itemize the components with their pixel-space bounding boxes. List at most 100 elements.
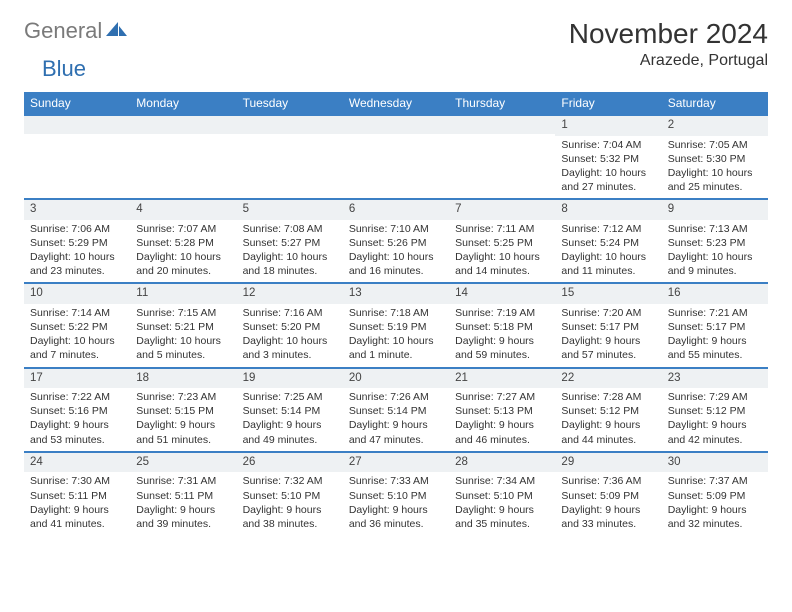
day-info-line: and 33 minutes.	[561, 517, 655, 531]
day-info-line: and 1 minute.	[349, 348, 443, 362]
day-cell	[237, 116, 343, 198]
week-row: 17Sunrise: 7:22 AMSunset: 5:16 PMDayligh…	[24, 367, 768, 451]
day-info-line: and 9 minutes.	[668, 264, 762, 278]
day-info-line: and 47 minutes.	[349, 433, 443, 447]
day-body: Sunrise: 7:34 AMSunset: 5:10 PMDaylight:…	[449, 472, 555, 535]
day-body: Sunrise: 7:30 AMSunset: 5:11 PMDaylight:…	[24, 472, 130, 535]
day-info-line: and 35 minutes.	[455, 517, 549, 531]
day-number: 16	[662, 284, 768, 304]
day-cell: 3Sunrise: 7:06 AMSunset: 5:29 PMDaylight…	[24, 200, 130, 282]
day-body: Sunrise: 7:28 AMSunset: 5:12 PMDaylight:…	[555, 388, 661, 451]
day-info-line: and 36 minutes.	[349, 517, 443, 531]
day-info-line: Daylight: 9 hours	[349, 503, 443, 517]
location-label: Arazede, Portugal	[569, 52, 768, 70]
day-number: 28	[449, 453, 555, 473]
day-info-line: Daylight: 10 hours	[136, 334, 230, 348]
day-info-line: Sunset: 5:10 PM	[243, 489, 337, 503]
day-info-line: Sunrise: 7:20 AM	[561, 306, 655, 320]
day-number	[449, 116, 555, 134]
day-info-line: Sunset: 5:28 PM	[136, 236, 230, 250]
day-body: Sunrise: 7:05 AMSunset: 5:30 PMDaylight:…	[662, 136, 768, 199]
day-info-line: Sunset: 5:22 PM	[30, 320, 124, 334]
logo: General	[24, 18, 130, 44]
day-info-line: and 23 minutes.	[30, 264, 124, 278]
day-info-line: and 59 minutes.	[455, 348, 549, 362]
day-info-line: and 27 minutes.	[561, 180, 655, 194]
day-cell: 29Sunrise: 7:36 AMSunset: 5:09 PMDayligh…	[555, 453, 661, 535]
day-info-line: and 51 minutes.	[136, 433, 230, 447]
day-info-line: Sunrise: 7:30 AM	[30, 474, 124, 488]
day-number: 24	[24, 453, 130, 473]
day-info-line: Sunrise: 7:05 AM	[668, 138, 762, 152]
day-info-line: Sunset: 5:11 PM	[30, 489, 124, 503]
day-info-line: Daylight: 9 hours	[561, 418, 655, 432]
day-info-line: Sunset: 5:19 PM	[349, 320, 443, 334]
day-info-line: and 41 minutes.	[30, 517, 124, 531]
day-info-line: Sunrise: 7:32 AM	[243, 474, 337, 488]
day-cell: 18Sunrise: 7:23 AMSunset: 5:15 PMDayligh…	[130, 369, 236, 451]
week-row: 3Sunrise: 7:06 AMSunset: 5:29 PMDaylight…	[24, 198, 768, 282]
day-info-line: Daylight: 10 hours	[349, 334, 443, 348]
day-number: 18	[130, 369, 236, 389]
day-info-line: Sunrise: 7:23 AM	[136, 390, 230, 404]
day-body: Sunrise: 7:25 AMSunset: 5:14 PMDaylight:…	[237, 388, 343, 451]
day-cell: 12Sunrise: 7:16 AMSunset: 5:20 PMDayligh…	[237, 284, 343, 366]
day-cell: 4Sunrise: 7:07 AMSunset: 5:28 PMDaylight…	[130, 200, 236, 282]
day-info-line: Sunrise: 7:33 AM	[349, 474, 443, 488]
day-number: 20	[343, 369, 449, 389]
day-info-line: Sunrise: 7:06 AM	[30, 222, 124, 236]
day-info-line: Sunset: 5:09 PM	[668, 489, 762, 503]
day-body: Sunrise: 7:19 AMSunset: 5:18 PMDaylight:…	[449, 304, 555, 367]
weekday-friday: Friday	[555, 92, 661, 114]
day-number: 23	[662, 369, 768, 389]
week-row: 1Sunrise: 7:04 AMSunset: 5:32 PMDaylight…	[24, 114, 768, 198]
day-body: Sunrise: 7:31 AMSunset: 5:11 PMDaylight:…	[130, 472, 236, 535]
day-body	[449, 134, 555, 140]
day-info-line: and 39 minutes.	[136, 517, 230, 531]
day-cell: 30Sunrise: 7:37 AMSunset: 5:09 PMDayligh…	[662, 453, 768, 535]
day-body: Sunrise: 7:16 AMSunset: 5:20 PMDaylight:…	[237, 304, 343, 367]
day-info-line: Sunset: 5:11 PM	[136, 489, 230, 503]
day-info-line: Sunrise: 7:31 AM	[136, 474, 230, 488]
day-info-line: Sunset: 5:25 PM	[455, 236, 549, 250]
day-info-line: Sunset: 5:23 PM	[668, 236, 762, 250]
day-cell: 16Sunrise: 7:21 AMSunset: 5:17 PMDayligh…	[662, 284, 768, 366]
day-cell: 15Sunrise: 7:20 AMSunset: 5:17 PMDayligh…	[555, 284, 661, 366]
day-info-line: and 49 minutes.	[243, 433, 337, 447]
day-cell	[130, 116, 236, 198]
day-info-line: Sunset: 5:17 PM	[561, 320, 655, 334]
day-number: 2	[662, 116, 768, 136]
weekday-wednesday: Wednesday	[343, 92, 449, 114]
day-info-line: Sunrise: 7:08 AM	[243, 222, 337, 236]
day-number	[130, 116, 236, 134]
day-body	[237, 134, 343, 140]
day-body: Sunrise: 7:06 AMSunset: 5:29 PMDaylight:…	[24, 220, 130, 283]
day-cell: 7Sunrise: 7:11 AMSunset: 5:25 PMDaylight…	[449, 200, 555, 282]
day-number: 12	[237, 284, 343, 304]
day-info-line: Daylight: 9 hours	[668, 334, 762, 348]
day-body: Sunrise: 7:26 AMSunset: 5:14 PMDaylight:…	[343, 388, 449, 451]
day-info-line: Daylight: 10 hours	[243, 250, 337, 264]
day-body	[24, 134, 130, 140]
day-info-line: Sunrise: 7:16 AM	[243, 306, 337, 320]
day-body: Sunrise: 7:12 AMSunset: 5:24 PMDaylight:…	[555, 220, 661, 283]
day-info-line: Sunset: 5:29 PM	[30, 236, 124, 250]
weekday-saturday: Saturday	[662, 92, 768, 114]
day-body: Sunrise: 7:04 AMSunset: 5:32 PMDaylight:…	[555, 136, 661, 199]
day-number: 14	[449, 284, 555, 304]
day-cell: 11Sunrise: 7:15 AMSunset: 5:21 PMDayligh…	[130, 284, 236, 366]
day-cell: 6Sunrise: 7:10 AMSunset: 5:26 PMDaylight…	[343, 200, 449, 282]
day-cell: 2Sunrise: 7:05 AMSunset: 5:30 PMDaylight…	[662, 116, 768, 198]
day-info-line: Daylight: 9 hours	[455, 503, 549, 517]
day-info-line: Daylight: 10 hours	[30, 250, 124, 264]
day-body: Sunrise: 7:10 AMSunset: 5:26 PMDaylight:…	[343, 220, 449, 283]
day-info-line: Daylight: 9 hours	[30, 418, 124, 432]
day-info-line: and 32 minutes.	[668, 517, 762, 531]
day-number: 21	[449, 369, 555, 389]
day-number: 26	[237, 453, 343, 473]
day-cell: 24Sunrise: 7:30 AMSunset: 5:11 PMDayligh…	[24, 453, 130, 535]
day-info-line: Sunrise: 7:34 AM	[455, 474, 549, 488]
day-info-line: Daylight: 10 hours	[561, 250, 655, 264]
day-info-line: Sunset: 5:09 PM	[561, 489, 655, 503]
day-cell: 5Sunrise: 7:08 AMSunset: 5:27 PMDaylight…	[237, 200, 343, 282]
